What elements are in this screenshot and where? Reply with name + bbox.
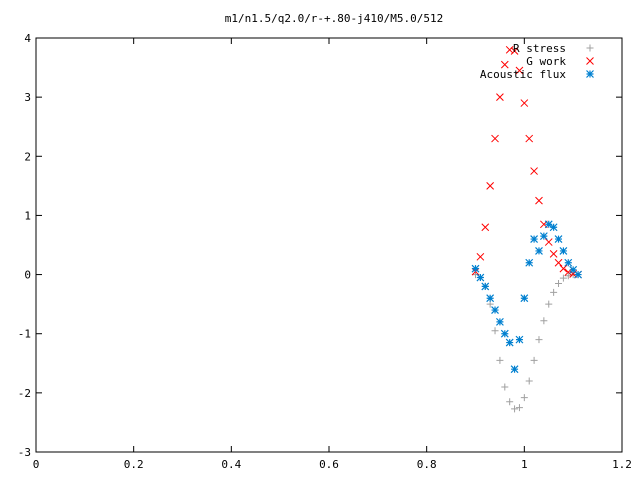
x-tick-label: 0.4 (221, 458, 241, 471)
point-g-work (530, 167, 538, 175)
point-g-work (481, 223, 490, 232)
point-acoustic-flux (476, 273, 485, 282)
legend-marker-acoustic-flux (586, 70, 594, 78)
point-g-work (559, 264, 568, 273)
point-r-stress (535, 336, 543, 344)
point-r-stress (496, 356, 504, 364)
point-g-work (486, 182, 495, 190)
y-tick-label: 0 (24, 269, 31, 282)
point-r-stress (486, 300, 494, 308)
point-acoustic-flux (481, 282, 490, 291)
point-r-stress (550, 288, 558, 296)
point-g-work (491, 134, 499, 143)
point-g-work (510, 47, 519, 55)
x-tick-label: 1.2 (612, 458, 632, 471)
series-g-work (471, 45, 582, 279)
point-r-stress (564, 272, 572, 280)
point-acoustic-flux (510, 365, 519, 374)
point-r-stress (530, 356, 538, 364)
point-g-work (505, 45, 514, 54)
point-acoustic-flux (559, 246, 568, 255)
point-r-stress (545, 300, 553, 308)
point-r-stress (525, 377, 533, 385)
point-g-work (496, 93, 504, 101)
chart-title: m1/n1.5/q2.0/r-+.80-j410/M5.0/512 (225, 12, 444, 25)
x-tick-label: 1 (521, 458, 528, 471)
point-acoustic-flux (515, 335, 524, 344)
point-acoustic-flux (539, 232, 548, 241)
x-tick-label: 0.2 (124, 458, 144, 471)
point-r-stress (506, 398, 514, 406)
point-acoustic-flux (520, 294, 529, 303)
point-r-stress (559, 274, 567, 282)
y-tick-label: 2 (24, 150, 31, 163)
point-r-stress (520, 394, 528, 402)
x-tick-label: 0.6 (319, 458, 339, 471)
point-acoustic-flux (530, 235, 539, 244)
point-g-work (535, 196, 543, 205)
legend-label-acoustic-flux: Acoustic flux (480, 68, 566, 81)
series-acoustic-flux (471, 220, 582, 374)
point-acoustic-flux (544, 220, 553, 229)
legend-marker-g-work (586, 57, 594, 65)
point-g-work (525, 134, 534, 143)
plot-frame (35, 37, 623, 453)
y-tick-label: -2 (18, 387, 31, 400)
point-acoustic-flux (505, 338, 514, 347)
point-r-stress (515, 404, 523, 412)
x-tick-label: 0.8 (417, 458, 437, 471)
point-acoustic-flux (564, 258, 573, 267)
point-g-work (544, 238, 553, 246)
point-acoustic-flux (535, 246, 543, 255)
point-acoustic-flux (471, 264, 480, 273)
point-g-work (554, 258, 563, 267)
point-g-work (476, 252, 485, 261)
point-acoustic-flux (549, 223, 558, 232)
point-g-work (515, 66, 524, 75)
point-acoustic-flux (486, 294, 495, 303)
point-acoustic-flux (554, 235, 563, 244)
point-g-work (500, 60, 509, 69)
point-r-stress (501, 383, 509, 391)
series-r-stress (472, 271, 582, 413)
point-acoustic-flux (500, 329, 509, 338)
point-r-stress (491, 327, 499, 335)
y-tick-label: 4 (24, 32, 31, 45)
point-acoustic-flux (574, 270, 582, 279)
point-r-stress (540, 317, 548, 325)
y-tick-label: -1 (18, 328, 31, 341)
point-acoustic-flux (525, 258, 534, 267)
point-g-work (549, 250, 558, 258)
point-r-stress (555, 279, 563, 287)
y-tick-label: 3 (24, 91, 31, 104)
y-tick-label: -3 (18, 446, 31, 459)
legend-marker-r-stress (586, 44, 594, 52)
point-r-stress (511, 405, 519, 413)
legend-label-r-stress: R stress (513, 42, 566, 55)
series-layer (471, 45, 582, 413)
point-acoustic-flux (495, 317, 504, 326)
y-tick-label: 1 (24, 209, 31, 222)
point-acoustic-flux (491, 306, 499, 314)
point-g-work (520, 99, 529, 107)
x-tick-label: 0 (33, 458, 40, 471)
legend-label-g-work: G work (526, 55, 566, 68)
axes: 0 0.2 0.4 0.6 0.8 1 1.2 4 3 2 1 0 -1 -2 -3 (18, 32, 632, 471)
point-acoustic-flux (569, 265, 578, 274)
